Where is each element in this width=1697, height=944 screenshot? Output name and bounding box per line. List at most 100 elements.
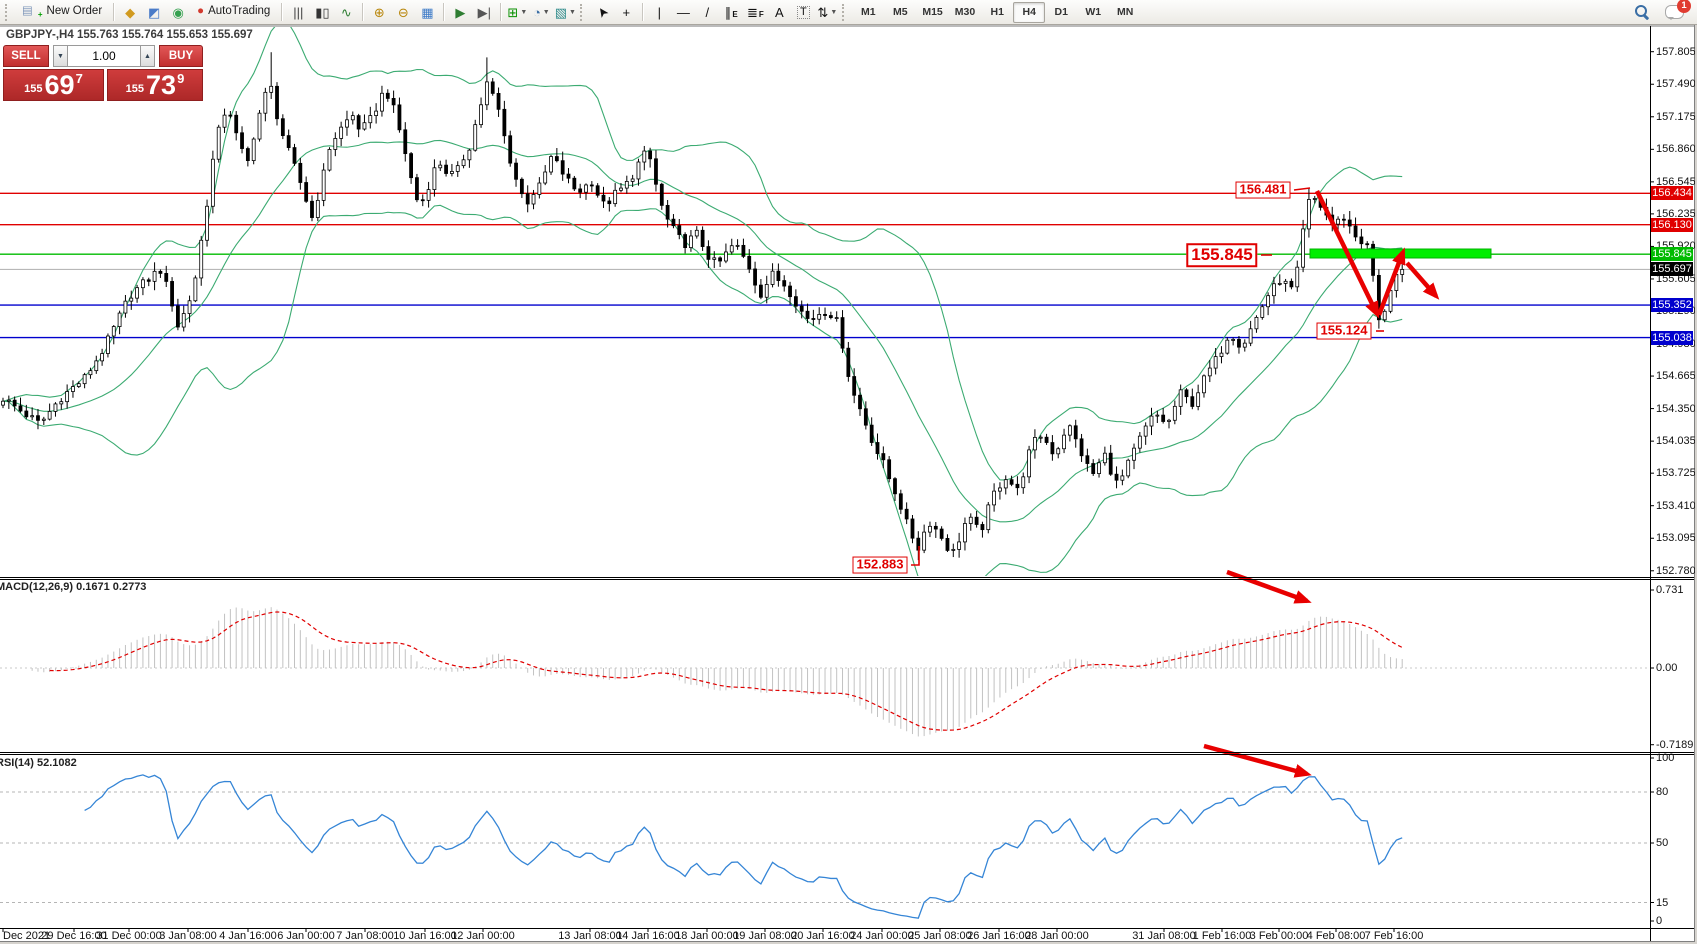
indicators-icon-dropdown[interactable]: ▼ xyxy=(520,8,528,16)
equidistant-channel-icon[interactable]: ∥ E xyxy=(719,1,743,24)
new-order-button-label: New Order xyxy=(46,5,103,18)
fibonacci-icon-glyph: ≣ xyxy=(746,4,758,20)
time-axis-label: 24 Jan 00:00 xyxy=(850,930,914,942)
price-level-badge: 156.434 xyxy=(1651,186,1693,201)
trend-arrow xyxy=(1226,569,1312,604)
volume-increase-button[interactable]: ▲ xyxy=(140,45,155,67)
timeframe-mn[interactable]: MN xyxy=(1117,5,1134,18)
sell-button[interactable]: SELL xyxy=(3,45,49,67)
cursor-icon[interactable]: ➤ xyxy=(590,1,614,24)
timeframe-m30[interactable]: M30 xyxy=(954,5,976,18)
expert-advisors-icon-glyph: ◩ xyxy=(148,4,161,20)
text-label-icon[interactable]: T xyxy=(791,1,815,24)
chat-bubble: 1 xyxy=(1665,0,1691,20)
trendline-icon[interactable]: / xyxy=(695,1,719,24)
candlestick-mode-icon[interactable]: ▮▯ xyxy=(310,1,334,24)
toolbar-grip xyxy=(5,3,10,21)
price-annotation-label[interactable]: 155.845 xyxy=(1186,243,1258,267)
time-axis-label: 29 Dec 16:00 xyxy=(41,930,107,942)
time-axis-label: 12 Jan 00:00 xyxy=(451,930,515,942)
bar-chart-mode-icon[interactable]: ||| xyxy=(286,1,310,24)
periods-icon-dropdown[interactable]: ▼ xyxy=(542,8,550,16)
time-axis-label: 3 Jan 08:00 xyxy=(159,930,217,942)
chat-icon[interactable]: 1 xyxy=(1664,0,1697,24)
rsi-line xyxy=(84,774,1403,919)
sell-price-prefix: 155 xyxy=(24,83,43,95)
cursor-icon-glyph: ➤ xyxy=(593,3,612,21)
templates-icon[interactable]: ▧ ▼ xyxy=(553,1,577,24)
time-axis-label: 3 Feb 00:00 xyxy=(1249,930,1309,942)
time-axis-label: 7 Feb 16:00 xyxy=(1364,930,1424,942)
timeframe-m15[interactable]: M15 xyxy=(922,5,943,18)
zoom-in-icon-glyph: ⊕ xyxy=(373,4,385,20)
indicators-icon[interactable]: ⊞ ▼ xyxy=(505,1,529,24)
timeframe-m1[interactable]: M1 xyxy=(861,5,876,18)
vertical-line-icon[interactable]: | xyxy=(647,1,671,24)
price-annotation-label[interactable]: 152.883 xyxy=(852,556,908,574)
timeframe-h1[interactable]: H1 xyxy=(990,5,1004,18)
auto-scroll-icon[interactable]: ▶ xyxy=(448,1,472,24)
notification-badge: 1 xyxy=(1677,0,1691,13)
equidistant-channel-icon-sub: E xyxy=(732,10,738,19)
arrows-tool-icon-dropdown[interactable]: ▼ xyxy=(830,8,838,16)
price-axis-tick: 153.410 xyxy=(1656,499,1696,512)
timeframe-h4[interactable]: H4 xyxy=(1013,1,1046,23)
periods-icon[interactable]: ◔ ▼ xyxy=(529,1,553,24)
new-order-button-glyph: ▤ xyxy=(22,5,33,18)
zoom-in-icon[interactable]: ⊕ xyxy=(367,1,391,24)
toolbar-grip xyxy=(842,3,847,21)
bollinger-middle-band xyxy=(2,139,1403,523)
text-label-icon-glyph: T xyxy=(796,5,810,19)
fibonacci-icon[interactable]: ≣ F xyxy=(743,1,767,24)
time-axis-label: 6 Jan 00:00 xyxy=(277,930,335,942)
candlesticks xyxy=(1,52,1405,561)
buy-price-display[interactable]: 155 73 9 xyxy=(107,69,203,101)
volume-decrease-button[interactable]: ▼ xyxy=(53,45,68,67)
crosshair-icon[interactable]: + xyxy=(614,1,638,24)
search-icon[interactable] xyxy=(1634,1,1664,24)
time-axis-label: 31 Dec 00:00 xyxy=(96,930,162,942)
palette-icon-glyph: ◆ xyxy=(125,4,136,20)
price-axis-tick: 153.725 xyxy=(1656,467,1696,480)
buy-button[interactable]: BUY xyxy=(159,45,203,67)
price-annotation-label[interactable]: 155.124 xyxy=(1316,322,1372,340)
indicators-icon-glyph: ⊞ xyxy=(507,4,519,20)
window-bottom-edge xyxy=(0,942,1697,944)
text-icon[interactable]: A xyxy=(767,1,791,24)
time-axis-label: 26 Jan 16:00 xyxy=(967,930,1031,942)
horizontal-line-icon[interactable]: — xyxy=(671,1,695,24)
price-annotation-label[interactable]: 156.481 xyxy=(1235,181,1291,199)
time-axis-label: Dec 2021 xyxy=(3,930,51,942)
bid-price-badge: 155.697 xyxy=(1651,262,1693,277)
time-axis-label: 14 Jan 16:00 xyxy=(616,930,680,942)
buy-price-sup: 9 xyxy=(177,71,185,86)
bollinger-lower-band xyxy=(2,204,1403,576)
time-axis-label: 10 Jan 16:00 xyxy=(393,930,457,942)
autotrading-button[interactable]: ● AutoTrading xyxy=(190,1,277,24)
trendline-icon-glyph: / xyxy=(705,4,710,20)
time-axis-label: 28 Jan 00:00 xyxy=(1025,930,1089,942)
palette-icon[interactable]: ◆ xyxy=(118,1,142,24)
sell-price-display[interactable]: 155 69 7 xyxy=(3,69,104,101)
bollinger-bands xyxy=(2,27,1403,576)
timeframe-w1[interactable]: W1 xyxy=(1085,5,1102,18)
chart-shift-icon[interactable]: ▶| xyxy=(472,1,496,24)
time-axis-label: 13 Jan 08:00 xyxy=(558,930,622,942)
time-axis-label: 7 Jan 08:00 xyxy=(336,930,394,942)
zoom-out-icon[interactable]: ⊖ xyxy=(391,1,415,24)
signals-icon[interactable]: ◉ xyxy=(166,1,190,24)
rsi-axis-tick: 100 xyxy=(1656,752,1675,764)
line-chart-mode-icon[interactable]: ∿ xyxy=(334,1,358,24)
arrows-tool-icon[interactable]: ⇅ ▼ xyxy=(815,1,839,24)
timeframe-d1[interactable]: D1 xyxy=(1054,5,1068,18)
new-order-button[interactable]: ▤ + New Order xyxy=(15,1,109,24)
volume-input[interactable] xyxy=(68,45,140,67)
time-axis-label: 31 Jan 08:00 xyxy=(1132,930,1196,942)
tile-windows-icon[interactable]: ▦ xyxy=(415,1,439,24)
price-axis-tick: 154.665 xyxy=(1656,370,1696,383)
tile-windows-icon-glyph: ▦ xyxy=(421,4,434,20)
timeframe-m5[interactable]: M5 xyxy=(893,5,908,18)
expert-advisors-icon[interactable]: ◩ xyxy=(142,1,166,24)
templates-icon-dropdown[interactable]: ▼ xyxy=(569,8,576,16)
